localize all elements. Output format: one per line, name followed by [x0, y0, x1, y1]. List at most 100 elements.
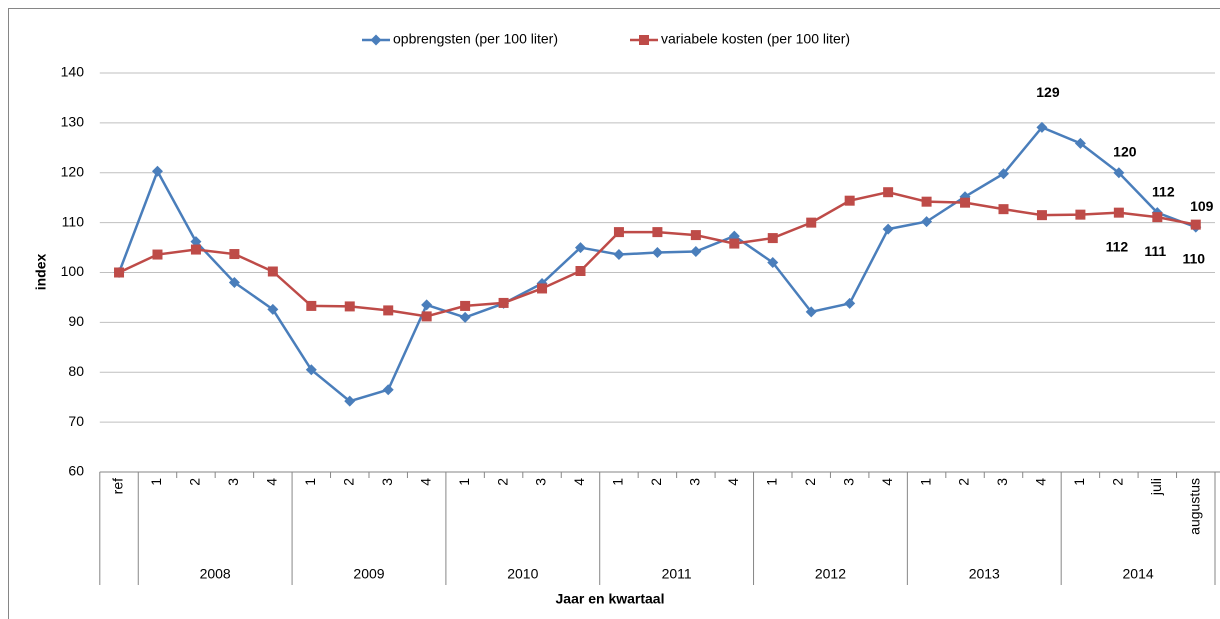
data-point — [690, 230, 701, 241]
data-point — [652, 227, 663, 238]
data-point — [306, 300, 317, 311]
x-tick-label: 3 — [225, 478, 241, 486]
y-tick-label: 130 — [61, 114, 85, 130]
data-point — [229, 249, 240, 260]
x-axis-title: Jaar en kwartaal — [556, 591, 665, 607]
x-tick-label: 2 — [1110, 478, 1126, 486]
x-group-label: 2014 — [1123, 566, 1154, 582]
data-point — [498, 297, 509, 308]
x-tick-label: 1 — [456, 478, 472, 486]
data-point — [114, 267, 125, 278]
x-tick-label: 4 — [264, 478, 280, 486]
x-group-label: 2010 — [507, 566, 538, 582]
data-point — [190, 244, 201, 255]
data-point — [844, 195, 855, 206]
data-point — [574, 242, 586, 254]
x-tick-label: 3 — [379, 478, 395, 486]
x-tick-label: 1 — [610, 478, 626, 486]
x-tick-label: 1 — [302, 478, 318, 486]
data-point — [383, 305, 394, 316]
x-tick-label: 2 — [648, 478, 664, 486]
data-label: 120 — [1113, 143, 1137, 159]
data-point — [421, 311, 432, 322]
x-tick-label: 2 — [802, 478, 818, 486]
data-point — [690, 246, 702, 258]
data-point — [998, 204, 1009, 215]
data-label: 111 — [1144, 243, 1166, 259]
data-point — [151, 165, 163, 177]
data-point — [921, 196, 932, 207]
x-group-label: 2013 — [969, 566, 1000, 582]
x-tick-label: 2 — [340, 478, 356, 486]
x-tick-label: 3 — [533, 478, 549, 486]
data-point — [1075, 209, 1086, 220]
data-point — [767, 233, 778, 244]
legend-marker — [639, 35, 649, 45]
x-tick-label: 4 — [571, 478, 587, 486]
x-tick-label: 3 — [840, 478, 856, 486]
data-point — [1036, 121, 1048, 133]
x-tick-label: 4 — [879, 478, 895, 486]
x-tick-label: 1 — [917, 478, 933, 486]
data-point — [421, 299, 433, 311]
x-group-label: 2009 — [353, 566, 384, 582]
x-tick-label: 2 — [956, 478, 972, 486]
y-tick-label: 120 — [61, 163, 85, 179]
y-tick-label: 60 — [68, 463, 84, 479]
data-point — [1190, 219, 1201, 230]
data-point — [651, 247, 663, 259]
data-point — [267, 266, 278, 277]
data-point — [767, 257, 779, 269]
data-point — [805, 306, 817, 318]
x-tick-label: 1 — [763, 478, 779, 486]
x-tick-label: 4 — [725, 478, 741, 486]
data-point — [382, 384, 394, 396]
data-point — [460, 300, 471, 311]
x-group-label: 2012 — [815, 566, 846, 582]
y-axis-title: index — [33, 254, 49, 291]
x-tick-label: augustus — [1186, 478, 1202, 535]
y-tick-label: 80 — [68, 363, 84, 379]
data-point — [228, 276, 240, 288]
legend-label: opbrengsten (per 100 liter) — [393, 31, 558, 47]
data-point — [305, 364, 317, 376]
data-label: 110 — [1182, 250, 1205, 266]
data-point — [997, 168, 1009, 180]
data-point — [344, 301, 355, 312]
data-point — [1113, 207, 1124, 218]
y-tick-label: 70 — [68, 413, 84, 429]
data-point — [613, 249, 625, 261]
x-tick-label: 2 — [187, 478, 203, 486]
legend-marker — [370, 34, 382, 46]
x-tick-label: 1 — [1071, 478, 1087, 486]
legend-label: variabele kosten (per 100 liter) — [661, 31, 850, 47]
x-tick-label: 4 — [417, 478, 433, 486]
x-group-label: 2008 — [200, 566, 231, 582]
data-point — [882, 223, 894, 235]
x-tick-label: 3 — [994, 478, 1010, 486]
x-tick-label: 1 — [148, 478, 164, 486]
data-label: 129 — [1036, 84, 1060, 100]
data-point — [575, 266, 586, 277]
x-tick-label: ref — [110, 478, 126, 494]
data-label: 112 — [1152, 183, 1175, 199]
series-line — [117, 125, 1197, 403]
data-point — [729, 238, 740, 249]
data-point — [921, 216, 933, 228]
x-tick-label: 4 — [1033, 478, 1049, 486]
data-point — [1113, 167, 1125, 179]
y-tick-label: 90 — [68, 313, 84, 329]
x-tick-label: 2 — [494, 478, 510, 486]
data-point — [267, 303, 279, 315]
data-point — [344, 395, 356, 407]
data-point — [1074, 137, 1086, 149]
data-label: 109 — [1190, 198, 1214, 214]
data-point — [1036, 210, 1047, 221]
x-tick-label: juli — [1148, 478, 1164, 496]
data-point — [844, 297, 856, 309]
data-point — [1152, 212, 1163, 223]
data-point — [190, 236, 202, 248]
data-point — [960, 197, 971, 208]
data-point — [537, 283, 548, 294]
